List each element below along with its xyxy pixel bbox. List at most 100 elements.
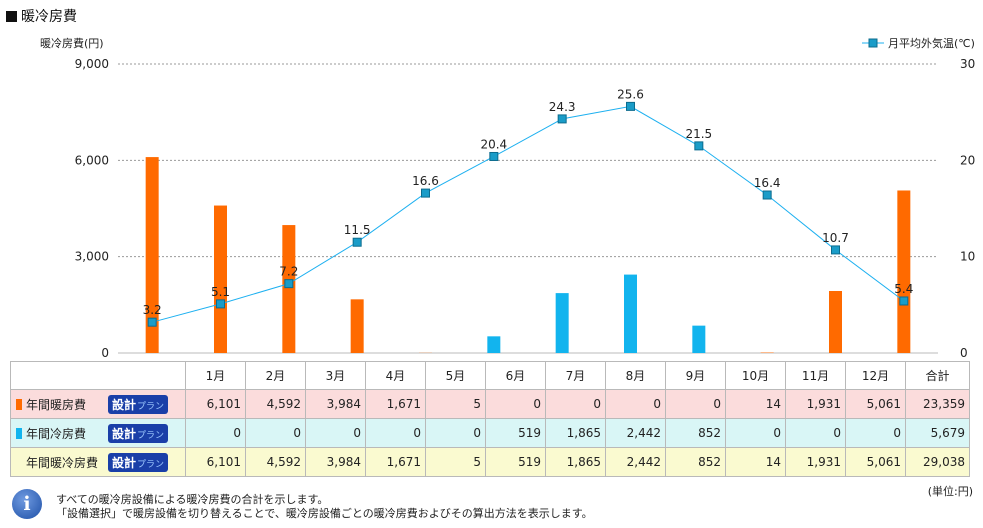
table-cell: 1,931	[785, 389, 846, 419]
plan-label: 設計	[112, 455, 137, 470]
temperature-label: 3.2	[143, 303, 162, 317]
table-cell: 1,865	[545, 447, 606, 477]
header-cell: 1月	[185, 361, 246, 390]
temperature-label: 7.2	[279, 265, 298, 279]
legend-label: 月平均外気温(℃)	[888, 36, 975, 50]
y-tick-left: 0	[101, 346, 109, 360]
row-label: 年間暖冷房費 設計プラン	[10, 447, 186, 477]
table-cell: 3,984	[305, 389, 366, 419]
header-cell: 5月	[425, 361, 486, 390]
heating-cooling-chart: 暖冷房費(円) 月平均外気温(℃) 9,000 6,000 3,000 0 30 20 10 0 3…	[40, 36, 975, 360]
bar-12	[897, 190, 911, 353]
table-cell: 0	[485, 389, 546, 419]
plan-label: 設計	[112, 426, 137, 441]
unit-label: (単位:円)	[927, 485, 973, 498]
table-cell: 852	[665, 418, 726, 448]
y-tick-right: 20	[960, 153, 975, 167]
temperature-label: 5.4	[894, 282, 913, 296]
temperature-label: 24.3	[549, 100, 576, 114]
temperature-point	[762, 190, 772, 200]
bar-11	[829, 290, 842, 353]
y-tick-left: 6,000	[75, 153, 109, 167]
temperature-label: 25.6	[617, 87, 644, 101]
bar-9	[692, 325, 706, 353]
table-cell-total: 29,038	[905, 447, 970, 477]
bar-6	[487, 336, 501, 353]
table-cell: 519	[485, 418, 546, 448]
table-cell: 5	[425, 389, 486, 419]
table-cell: 0	[845, 418, 906, 448]
plan-small-label: プラン	[137, 430, 165, 441]
bar-3	[282, 225, 296, 353]
temperature-label: 10.7	[822, 231, 849, 245]
info-icon: i	[12, 489, 42, 519]
table-cell-total: 5,679	[905, 418, 970, 448]
cost-table: 1月 2月 3月 4月 5月 6月 7月 8月 9月 10月 11月 12月 合…	[10, 361, 970, 477]
y-tick-left: 9,000	[75, 57, 109, 71]
header-cell: 11月	[785, 361, 846, 390]
bar-2	[214, 205, 227, 353]
table-cell: 2,442	[605, 447, 666, 477]
bar-8	[624, 274, 637, 353]
heating-legend-icon	[16, 398, 22, 410]
table-cell: 0	[245, 418, 306, 448]
temperature-label: 16.4	[754, 176, 781, 190]
page-title-text: 暖冷房費	[21, 9, 77, 25]
table-cell: 1,865	[545, 418, 606, 448]
table-cell: 3,984	[305, 447, 366, 477]
table-row-cooling: 年間冷房費 設計プラン 0 0 0 0 0 519 1,865 2,442 852…	[10, 418, 970, 448]
y-tick-left: 3,000	[75, 250, 109, 264]
header-cell: 7月	[545, 361, 606, 390]
table-cell: 0	[605, 389, 666, 419]
temperature-point	[831, 245, 840, 255]
plan-small-label: プラン	[137, 459, 165, 470]
header-cell: 10月	[725, 361, 786, 390]
table-header-row: 1月 2月 3月 4月 5月 6月 7月 8月 9月 10月 11月 12月 合…	[10, 361, 970, 390]
table-cell: 14	[725, 389, 786, 419]
table-cell: 1,931	[785, 447, 846, 477]
table-cell: 0	[545, 389, 606, 419]
row-label-text: 年間暖冷房費	[26, 455, 99, 470]
table-cell: 5,061	[845, 389, 906, 419]
total-legend-spacer	[16, 457, 22, 468]
row-label: 年間冷房費 設計プラン	[10, 418, 186, 448]
design-plan-button[interactable]: 設計プラン	[108, 394, 169, 414]
table-cell: 519	[485, 447, 546, 477]
temperature-point	[489, 151, 499, 161]
temperature-line	[152, 105, 905, 323]
table-cell: 852	[665, 447, 726, 477]
header-cell: 9月	[665, 361, 726, 390]
legend-marker-icon	[868, 38, 878, 48]
temperature-label: 21.5	[685, 127, 712, 141]
header-cell-total: 合計	[905, 361, 970, 390]
note-line-2: 「設備選択」で暖房設備を切り替えることで、暖冷房設備ごとの暖冷房費およびその算出…	[56, 507, 593, 520]
temperature-point	[352, 237, 362, 247]
design-plan-button[interactable]: 設計プラン	[108, 423, 169, 443]
table-cell: 0	[425, 418, 486, 448]
plan-small-label: プラン	[137, 401, 165, 412]
temperature-point	[694, 141, 704, 151]
temperature-point	[147, 317, 157, 327]
header-cell: 2月	[245, 361, 306, 390]
y-tick-right: 10	[960, 250, 975, 264]
y-tick-right: 0	[960, 346, 968, 360]
table-cell: 0	[185, 418, 246, 448]
temperature-label: 16.6	[412, 174, 439, 188]
row-label-text: 年間冷房費	[26, 426, 87, 441]
table-cell: 6,101	[185, 389, 246, 419]
temperature-point	[899, 296, 909, 306]
temperature-label: 20.4	[480, 137, 507, 151]
table-cell: 1,671	[365, 389, 426, 419]
table-cell: 6,101	[185, 447, 246, 477]
table-row-heating: 年間暖房費 設計プラン 6,101 4,592 3,984 1,671 5 0 0…	[10, 389, 970, 419]
table-cell: 4,592	[245, 447, 306, 477]
table-cell: 4,592	[245, 389, 306, 419]
page-title: 暖冷房費	[6, 6, 77, 26]
bar-1	[145, 157, 159, 353]
temperature-label: 5.1	[211, 285, 230, 299]
design-plan-button[interactable]: 設計プラン	[108, 452, 169, 472]
table-cell: 0	[665, 389, 726, 419]
table-cell-total: 23,359	[905, 389, 970, 419]
row-label-text: 年間暖房費	[26, 397, 87, 412]
bar-4	[350, 299, 364, 353]
